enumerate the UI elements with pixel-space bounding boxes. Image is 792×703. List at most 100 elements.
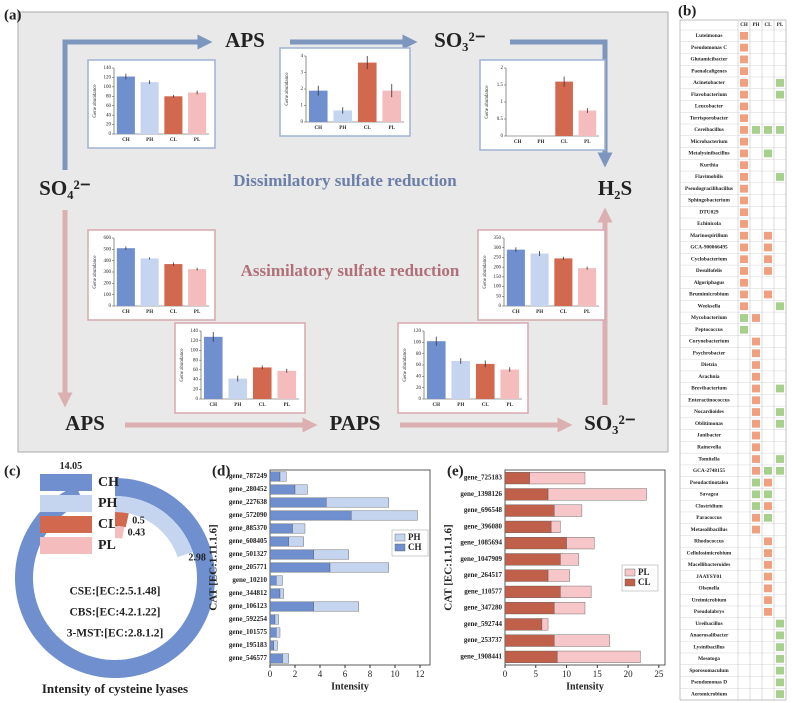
bar	[451, 361, 471, 399]
y-axis-label: Gene abundance	[93, 255, 98, 289]
x-tick-label: CH	[433, 403, 441, 408]
x-tick-label: PL	[389, 126, 396, 131]
bar	[140, 258, 159, 306]
cell	[752, 466, 760, 475]
y-tick-label: 0	[109, 132, 112, 137]
y-tick-label: 20	[106, 123, 112, 128]
x-tick-label: CH	[512, 310, 520, 315]
cell	[740, 184, 748, 193]
row-name: Cellulosimicrobium	[687, 550, 732, 556]
y-tick-label: gene_1908441	[460, 652, 502, 660]
bar	[203, 336, 223, 399]
bar	[116, 76, 135, 134]
x-tick-label: CL	[364, 126, 372, 131]
legend-label: CH	[408, 542, 422, 552]
panel-label: (d)	[212, 463, 230, 479]
y-tick-label: 0	[419, 397, 422, 402]
annotation: CSE:[EC:2.5.1.48]	[69, 586, 160, 598]
y-tick-label: 1	[301, 104, 304, 109]
bar-segment	[313, 549, 349, 560]
y-tick-label: 20	[193, 387, 199, 392]
x-tick-label: CL	[170, 310, 178, 315]
cell	[764, 255, 772, 264]
bar-segment	[276, 575, 283, 586]
cell	[764, 549, 772, 557]
x-tick-label: 12	[416, 669, 425, 679]
row-name: Acinetobacter	[693, 80, 725, 86]
row-name: Mycobacterium	[691, 315, 727, 321]
x-tick-label: 20	[624, 669, 634, 679]
y-tick-label: gene_264517	[464, 571, 503, 579]
node: H₂S	[598, 176, 632, 200]
cell	[764, 149, 772, 158]
y-tick-label: 140	[191, 329, 199, 334]
x-tick-label: 0	[268, 669, 273, 679]
bar-segment	[269, 653, 283, 664]
y-tick-label: 50	[496, 294, 502, 299]
row-name: Pseudolabrys	[694, 609, 724, 615]
bar-segment	[329, 562, 389, 573]
node: PAPS	[330, 411, 381, 435]
x-tick-label: PL	[284, 403, 291, 408]
value-label: 0.5	[132, 515, 145, 526]
y-tick-label: 100	[104, 85, 112, 90]
x-tick-label: PH	[146, 310, 153, 315]
row-name: Cereibacillus	[694, 127, 724, 133]
plot-frame	[504, 469, 666, 666]
bar-segment	[274, 614, 279, 625]
legend-swatch	[40, 537, 92, 554]
x-tick-label: CL	[560, 310, 568, 315]
x-tick-label: 5	[534, 669, 539, 679]
y-tick-label: 100	[191, 349, 199, 354]
bar-segment	[269, 523, 293, 534]
y-tick-label: 0	[301, 120, 304, 125]
row-name: Cyclobacterium	[691, 256, 728, 262]
legend-swatch	[624, 568, 636, 577]
cell	[752, 478, 760, 487]
x-tick-label: CH	[122, 138, 130, 143]
row-name: Flavobacterium	[691, 92, 727, 98]
bar-segment	[554, 602, 586, 615]
legend-label: PL	[98, 538, 116, 553]
cell	[752, 372, 760, 381]
bar-segment	[566, 537, 595, 550]
y-axis-label: Gene abundance	[180, 348, 185, 382]
row-name: Paenalcaligenes	[691, 68, 727, 74]
cell	[740, 137, 748, 146]
legend-swatch	[40, 474, 92, 491]
y-tick-label: 120	[104, 76, 112, 81]
cell	[740, 79, 748, 87]
cell	[740, 196, 748, 205]
legend-swatch	[394, 533, 406, 542]
row-name: Oblitimonas	[695, 421, 723, 427]
cell	[752, 513, 760, 522]
row-name: Mesotoga	[698, 656, 720, 662]
y-tick-label: 40	[416, 374, 422, 379]
bar-segment	[326, 497, 389, 508]
row-name: JAAYSY01	[696, 574, 722, 580]
value-label: 2.98	[188, 553, 206, 564]
row-name: Tomitella	[698, 456, 720, 462]
cell	[776, 631, 784, 640]
bar	[252, 367, 272, 399]
x-tick-label: PL	[584, 140, 591, 145]
cell	[752, 502, 760, 510]
bar-segment	[294, 484, 308, 495]
y-tick-label: gene_396080	[464, 522, 503, 530]
y-tick-label: gene_546577	[229, 654, 268, 662]
bar-segment	[269, 471, 281, 482]
y-tick-label: gene_608405	[229, 537, 268, 545]
row-name: Glutamicibacter	[690, 57, 728, 63]
y-tick-label: gene_280452	[229, 485, 268, 493]
y-tick-label: 0	[499, 304, 502, 309]
row-name: Rhodococcus	[694, 539, 724, 545]
cell	[740, 208, 748, 217]
bar-segment	[541, 618, 549, 631]
row-name: Pseudactinotalea	[690, 480, 729, 486]
y-tick-label: 250	[494, 256, 502, 261]
cell	[776, 384, 784, 393]
cell	[764, 231, 772, 240]
column-header: CL	[765, 23, 773, 28]
cell	[740, 43, 748, 52]
y-tick-label: gene_1047909	[460, 555, 502, 563]
